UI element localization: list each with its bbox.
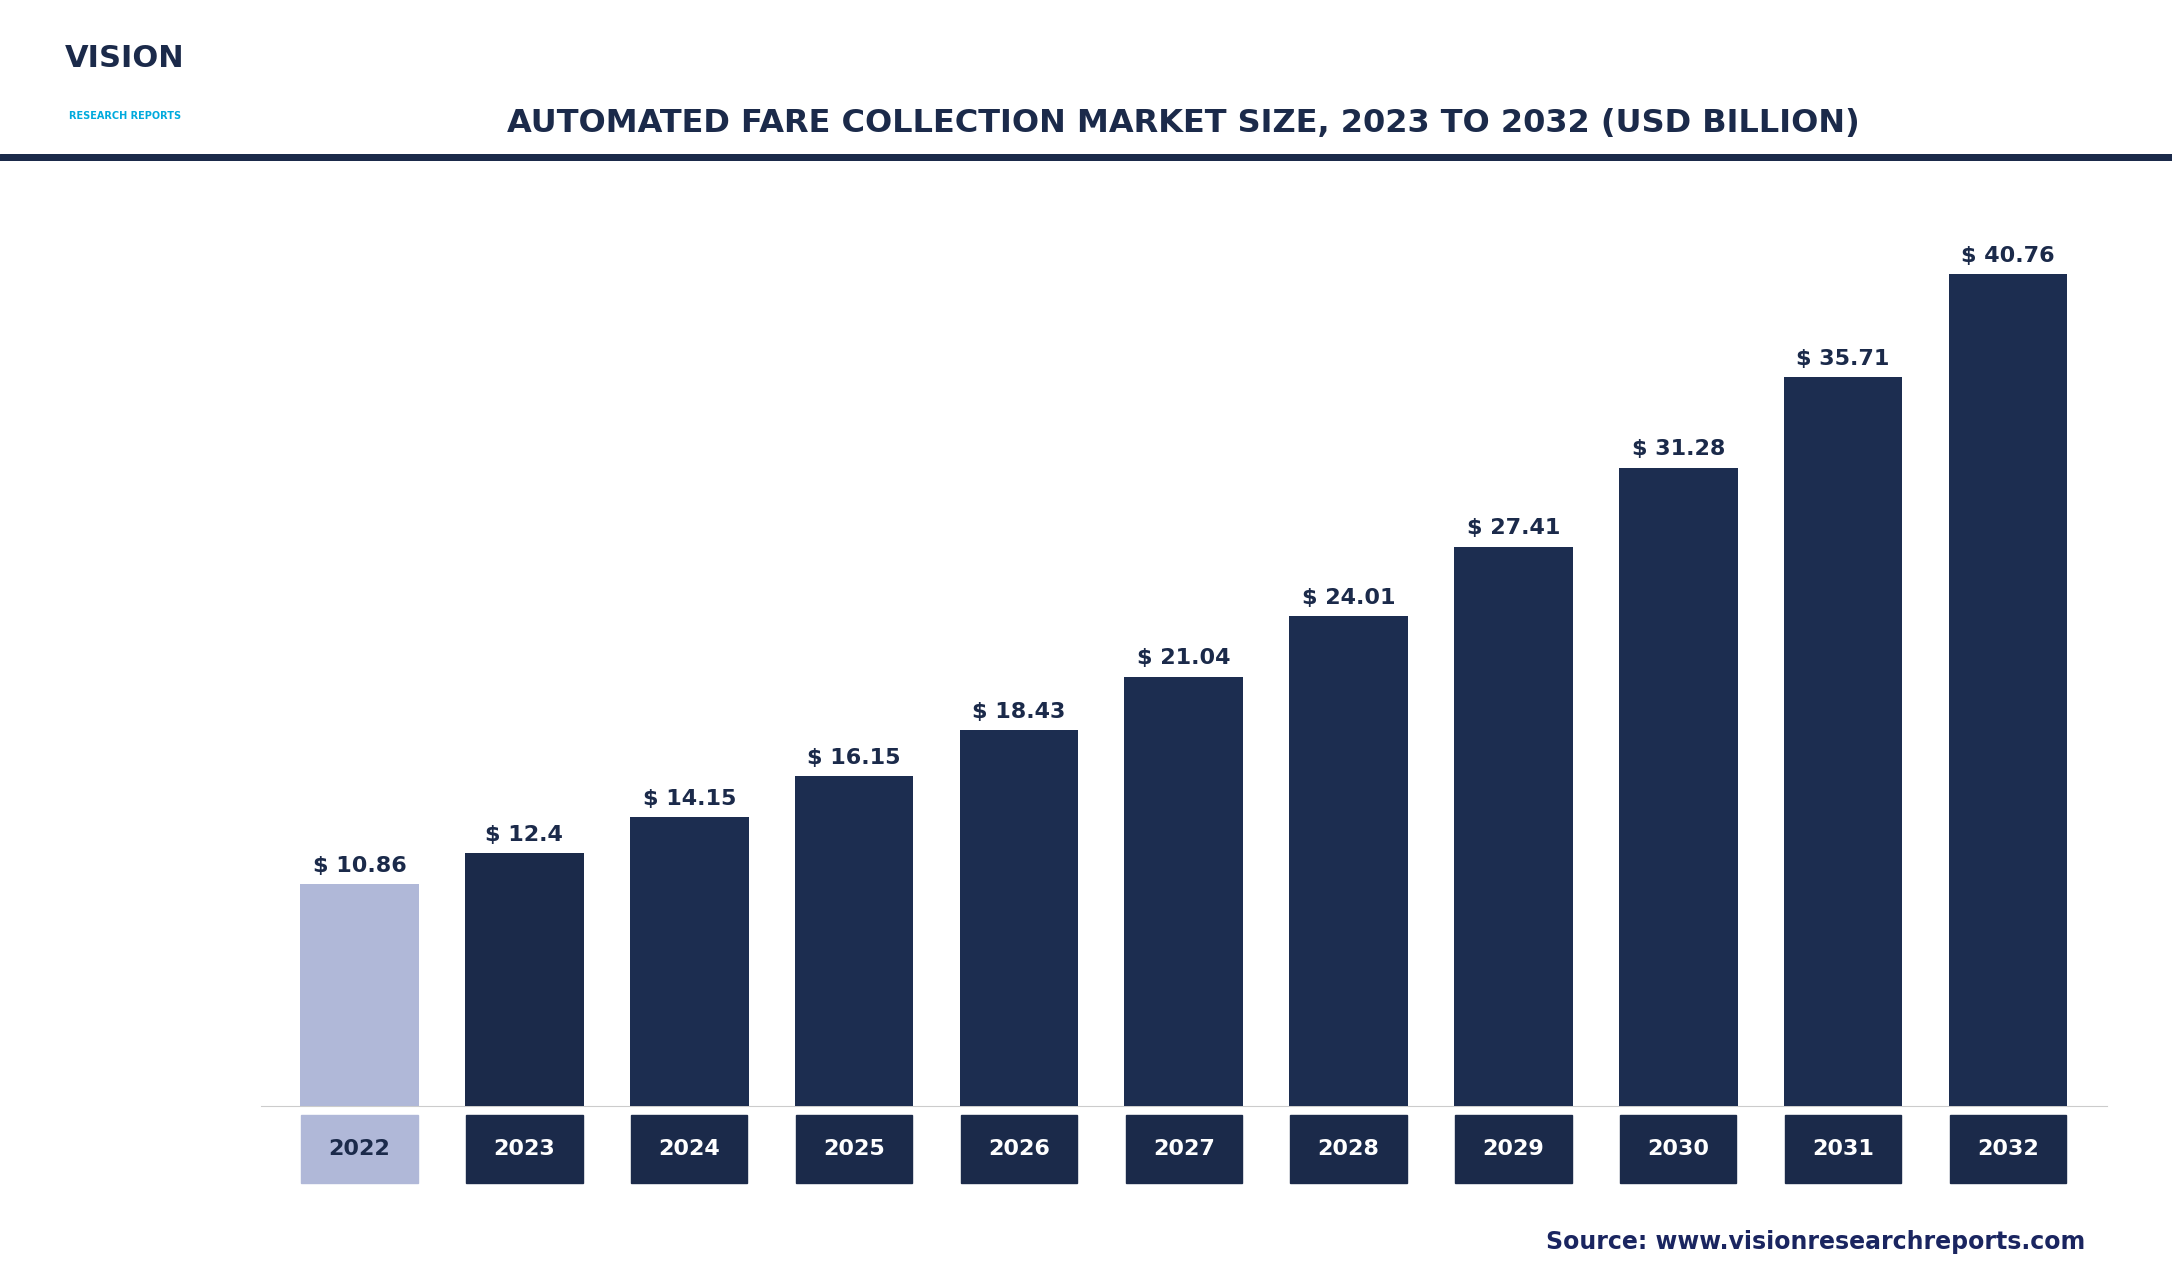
- Bar: [1453, 547, 1573, 1106]
- Text: $ 31.28: $ 31.28: [1631, 440, 1725, 459]
- Bar: [1783, 377, 1903, 1106]
- Bar: [300, 885, 419, 1106]
- Text: 2029: 2029: [1483, 1139, 1544, 1159]
- Bar: [795, 1115, 912, 1183]
- Bar: [960, 730, 1077, 1106]
- Bar: [1125, 1115, 1242, 1183]
- Text: $ 14.15: $ 14.15: [643, 790, 736, 809]
- Bar: [1618, 468, 1738, 1106]
- Text: $ 24.01: $ 24.01: [1301, 588, 1394, 608]
- Text: 2030: 2030: [1646, 1139, 1709, 1159]
- Bar: [1948, 274, 2068, 1106]
- Text: $ 35.71: $ 35.71: [1796, 349, 1890, 369]
- Bar: [467, 1115, 582, 1183]
- Bar: [1290, 1115, 1407, 1183]
- Text: $ 18.43: $ 18.43: [973, 702, 1066, 721]
- Text: $ 12.4: $ 12.4: [487, 824, 563, 845]
- Bar: [1620, 1115, 1735, 1183]
- Bar: [302, 1115, 417, 1183]
- Text: Source: www.visionresearchreports.com: Source: www.visionresearchreports.com: [1546, 1229, 2085, 1254]
- Bar: [630, 817, 749, 1106]
- Text: 2031: 2031: [1811, 1139, 1874, 1159]
- Bar: [1125, 676, 1242, 1106]
- Text: 2032: 2032: [1977, 1139, 2040, 1159]
- Text: 2025: 2025: [823, 1139, 884, 1159]
- Text: $ 40.76: $ 40.76: [1961, 246, 2055, 266]
- Text: RESEARCH REPORTS: RESEARCH REPORTS: [70, 111, 180, 121]
- Text: 2028: 2028: [1318, 1139, 1379, 1159]
- Text: 2023: 2023: [493, 1139, 556, 1159]
- Bar: [960, 1115, 1077, 1183]
- Text: 2024: 2024: [658, 1139, 721, 1159]
- Text: 2022: 2022: [328, 1139, 391, 1159]
- Bar: [632, 1115, 747, 1183]
- Text: $ 21.04: $ 21.04: [1136, 648, 1232, 669]
- Bar: [1290, 616, 1407, 1106]
- Bar: [1785, 1115, 1900, 1183]
- Text: $ 16.15: $ 16.15: [808, 748, 901, 768]
- Bar: [1950, 1115, 2066, 1183]
- Text: 2026: 2026: [988, 1139, 1049, 1159]
- Bar: [1455, 1115, 1573, 1183]
- Title: AUTOMATED FARE COLLECTION MARKET SIZE, 2023 TO 2032 (USD BILLION): AUTOMATED FARE COLLECTION MARKET SIZE, 2…: [508, 108, 1859, 139]
- Bar: [465, 853, 584, 1106]
- Text: $ 10.86: $ 10.86: [313, 856, 406, 876]
- Text: VISION: VISION: [65, 44, 185, 73]
- Text: 2027: 2027: [1153, 1139, 1214, 1159]
- Bar: [795, 777, 914, 1106]
- Text: $ 27.41: $ 27.41: [1466, 518, 1559, 539]
